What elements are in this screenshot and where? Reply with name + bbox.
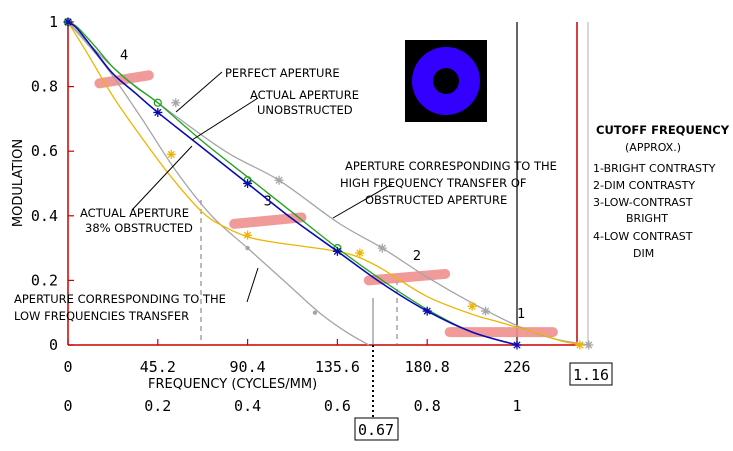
label-low-freq-1: APERTURE CORRESPONDING TO THE <box>14 292 226 306</box>
x-tick-label-freq: 226 <box>503 358 530 376</box>
label-unobstructed-2: UNOBSTRUCTED <box>257 103 353 117</box>
x-tick-label-normalized: 0.6 <box>324 397 351 415</box>
leader-low <box>246 267 259 303</box>
cutoff-band-4 <box>94 70 154 89</box>
y-tick-label: 0 <box>49 336 58 354</box>
legend-item-2: 2-DIM CONTRASTY <box>593 179 695 192</box>
aperture-obstruction <box>433 68 459 94</box>
series-line-unobstructed <box>67 21 518 346</box>
marker-obstructed <box>243 230 253 240</box>
marker-unobstructed <box>332 246 342 256</box>
marker-low_freq_transfer <box>312 310 318 315</box>
y-tick-label: 0.2 <box>31 271 58 289</box>
y-tick-label: 0.6 <box>31 142 58 160</box>
marker-obstructed <box>166 149 176 159</box>
leader-obstructed <box>131 145 193 211</box>
marker-high_freq_transfer <box>481 306 491 316</box>
cutoff-067-box <box>354 417 399 441</box>
marker-high_freq_transfer <box>377 243 387 253</box>
marker-unobstructed <box>422 306 432 316</box>
x-tick-label-normalized: 1 <box>512 397 521 415</box>
x-end-label: 1.16 <box>573 366 609 384</box>
legend-item-4b: DIM <box>633 247 654 260</box>
legend-item-4: 4-LOW CONTRAST <box>593 230 693 243</box>
marker-perfect <box>153 98 162 107</box>
label-obstructed-1: ACTUAL APERTURE <box>80 206 189 220</box>
x-tick-label-freq: 180.8 <box>405 358 450 376</box>
legend-subtitle: (APPROX.) <box>625 141 681 154</box>
marker-unobstructed <box>243 179 253 188</box>
x-tick-label-normalized: 0.4 <box>234 397 261 415</box>
cutoff-band-label-4: 4 <box>120 48 128 63</box>
x-axis-title: FREQUENCY (CYCLES/MM) <box>148 377 317 392</box>
label-high-freq-3: OBSTRUCTED APERTURE <box>365 193 507 207</box>
series-line-low_freq_transfer <box>67 21 370 346</box>
marker-high_freq_transfer <box>171 98 181 108</box>
y-tick-label: 0.8 <box>31 78 58 96</box>
x-tick-label-freq: 90.4 <box>230 358 266 376</box>
cutoff-band-label-1: 1 <box>517 307 525 322</box>
legend-item-3b: BRIGHT <box>626 212 668 225</box>
cutoff-legend-panel: CUTOFF FREQUENCY (APPROX.) 1-BRIGHT CONT… <box>593 123 730 260</box>
legend-item-3: 3-LOW-CONTRAST <box>593 196 693 209</box>
y-tick-label: 1 <box>49 13 58 31</box>
y-tick-label: 0.4 <box>31 207 58 225</box>
marker-unobstructed <box>512 340 522 350</box>
series-layer <box>63 17 594 350</box>
leader-perfect <box>175 71 223 113</box>
series-line-obstructed <box>67 21 580 345</box>
leader-unobstructed <box>191 97 259 141</box>
tick-layer: 00.20.40.60.810045.20.290.40.4135.60.618… <box>31 13 531 415</box>
x-end-box <box>569 362 613 386</box>
cutoff-band-label-3: 3 <box>264 194 272 209</box>
label-obstructed-2: 38% OBSTRUCTED <box>85 221 193 235</box>
series-low_freq_transfer <box>67 21 370 346</box>
label-high-freq-2: HIGH FREQUENCY TRANSFER OF <box>340 176 526 190</box>
x-tick-label-normalized: 0.8 <box>414 397 441 415</box>
marker-high_freq_transfer <box>274 175 284 185</box>
x-tick-label-freq: 0 <box>63 358 72 376</box>
y-axis-title: MODULATION <box>11 139 26 227</box>
cutoff-band-label-2: 2 <box>413 249 421 264</box>
marker-obstructed <box>355 248 365 258</box>
marker-high_freq_transfer <box>584 340 594 350</box>
series-unobstructed <box>63 17 522 350</box>
label-high-freq-1: APERTURE CORRESPONDING TO THE <box>345 159 557 173</box>
marker-unobstructed <box>63 17 73 27</box>
label-low-freq-2: LOW FREQUENCIES TRANSFER <box>14 309 189 323</box>
series-line-perfect <box>67 21 518 346</box>
cutoff-band-3 <box>229 212 307 229</box>
marker-low_freq_transfer <box>245 245 250 251</box>
marker-obstructed <box>467 301 477 311</box>
leader-high <box>332 183 393 219</box>
legend-title: CUTOFF FREQUENCY <box>596 123 730 137</box>
legend-item-1: 1-BRIGHT CONTRASTY <box>593 162 716 175</box>
marker-unobstructed <box>153 107 163 117</box>
x-tick-label-freq: 45.2 <box>140 358 176 376</box>
marker-obstructed <box>575 340 585 350</box>
cutoff-067-label: 0.67 <box>358 421 394 439</box>
x-tick-label-normalized: 0.2 <box>144 397 171 415</box>
x-tick-label-normalized: 0 <box>63 397 72 415</box>
label-unobstructed-1: ACTUAL APERTURE <box>250 88 359 102</box>
label-perfect-aperture: PERFECT APERTURE <box>225 66 340 80</box>
x-tick-label-freq: 135.6 <box>315 358 360 376</box>
